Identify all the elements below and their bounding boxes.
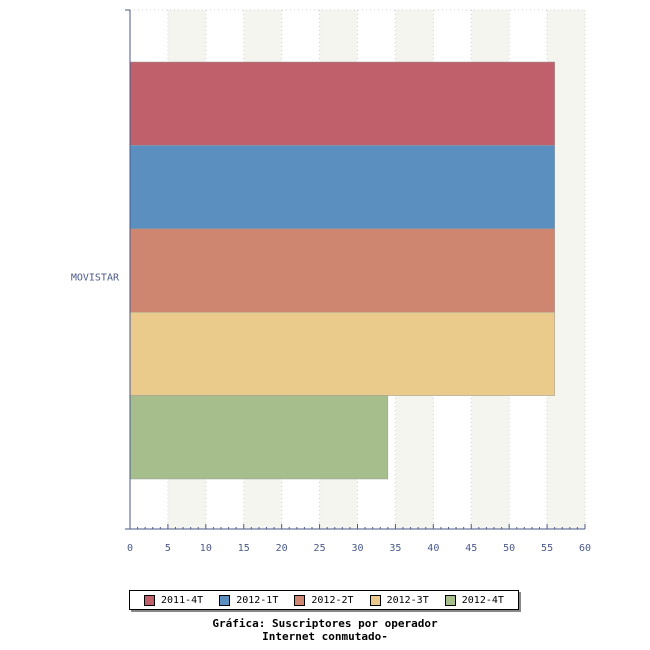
chart-caption: Gráfica: Suscriptores por operador Inter… [0, 617, 650, 643]
x-tick-label: 15 [238, 543, 250, 554]
x-tick-label: 5 [165, 543, 171, 554]
bar-2012-4T [129, 395, 389, 480]
x-tick-label: 45 [465, 543, 477, 554]
legend-item: 2011-4T [144, 594, 204, 606]
caption-line-1: Gráfica: Suscriptores por operador [212, 617, 438, 630]
legend-swatch [369, 594, 381, 606]
bar-2012-1T [129, 145, 555, 230]
legend-swatch [294, 594, 306, 606]
legend-swatch [144, 594, 156, 606]
x-tick-label: 35 [389, 543, 401, 554]
bar-2012-3T [129, 311, 555, 396]
x-tick-label: 55 [541, 543, 553, 554]
caption-line-2: Internet conmutado- [262, 630, 388, 643]
legend-item: 2012-2T [294, 594, 354, 606]
x-tick-label: 50 [503, 543, 515, 554]
category-labels: MOVISTAR [71, 273, 120, 284]
bar-chart: 0 5 10 15 20 25 30 35 40 45 50 55 60 MOVISTAR [71, 9, 591, 554]
legend-label: 2012-2T [311, 594, 354, 606]
x-tick-label: 60 [579, 543, 591, 554]
x-tick-label: 20 [276, 543, 288, 554]
bar-2012-2T [129, 228, 555, 313]
category-label: MOVISTAR [71, 273, 120, 284]
legend-item: 2012-3T [369, 594, 429, 606]
legend-item: 2012-1T [219, 594, 279, 606]
x-tick-label: 40 [427, 543, 439, 554]
x-ticks: 0 5 10 15 20 25 30 35 40 45 50 55 60 [127, 524, 591, 554]
legend: 2011-4T 2012-1T 2012-2T 2012-3T 2012-4T [129, 590, 519, 610]
x-tick-label: 25 [314, 543, 326, 554]
legend-item: 2012-4T [444, 594, 504, 606]
x-tick-label: 0 [127, 543, 133, 554]
bars-group [129, 61, 555, 480]
legend-swatch [219, 594, 231, 606]
x-tick-label: 30 [351, 543, 363, 554]
x-tick-label: 10 [200, 543, 212, 554]
legend-label: 2012-4T [461, 594, 504, 606]
legend-label: 2011-4T [161, 594, 204, 606]
bar-2011-4T [129, 61, 555, 146]
legend-label: 2012-3T [386, 594, 429, 606]
legend-swatch [444, 594, 456, 606]
legend-label: 2012-1T [236, 594, 279, 606]
